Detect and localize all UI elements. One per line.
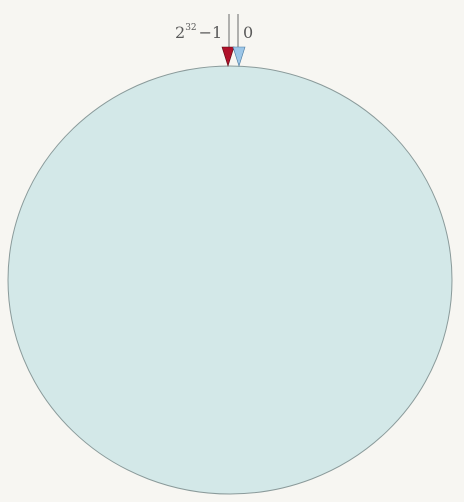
hash-ring	[7, 65, 453, 495]
zero-value-arrow	[232, 46, 246, 67]
max-value-suffix: −1	[199, 23, 223, 42]
zero-value-label: 0	[243, 23, 253, 42]
max-value-label: 232 −1	[175, 23, 222, 42]
max-value-exponent: 32	[185, 23, 196, 33]
max-value-base: 2	[175, 23, 185, 42]
max-value-arrow	[221, 46, 235, 67]
